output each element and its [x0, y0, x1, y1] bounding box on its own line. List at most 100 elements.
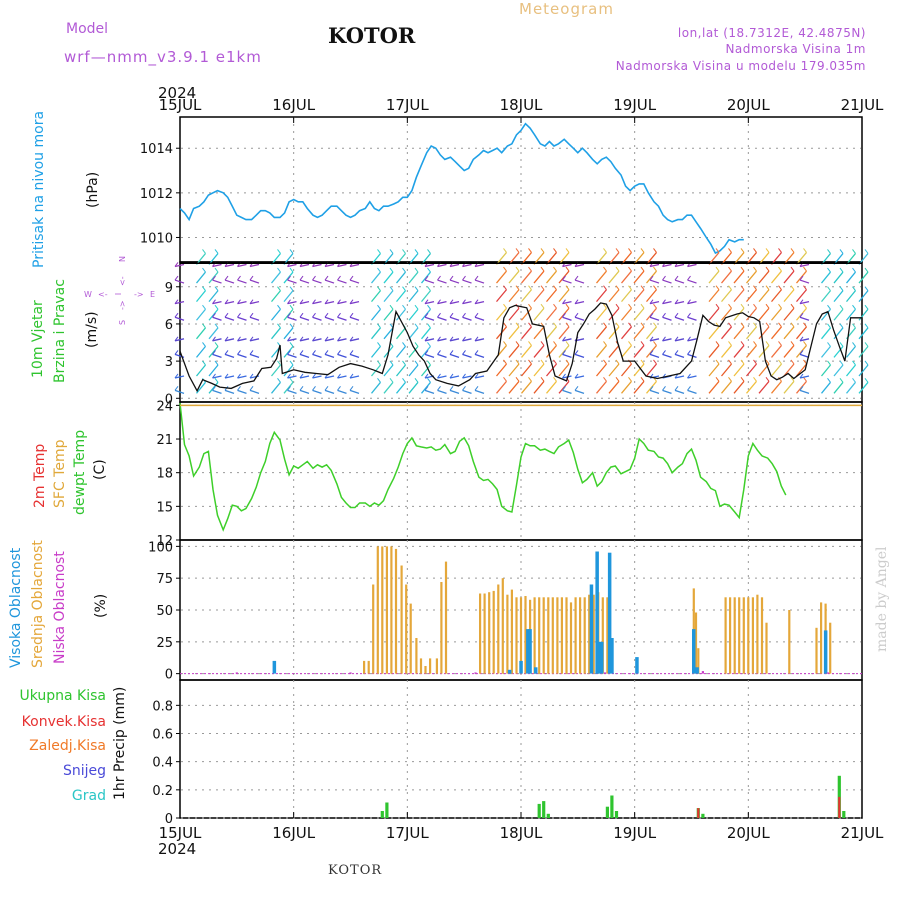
wind-barb: [646, 344, 657, 358]
cloud-mid-bar: [588, 594, 591, 674]
wind-barb: [845, 381, 857, 394]
wind-barb: [574, 353, 585, 359]
precip-legend-snow: Snijeg: [63, 763, 106, 779]
wind-barb-flag: [753, 266, 757, 272]
wind-barb: [383, 271, 394, 284]
precip-total-bar: [385, 802, 389, 818]
wind-barb: [771, 252, 782, 265]
cloud-low-bar: [474, 672, 477, 674]
wind-barb-flag: [337, 336, 341, 342]
wind-barb: [558, 289, 570, 303]
wind-barb-flag: [287, 275, 291, 281]
wind-barb-flag: [312, 275, 316, 281]
wind-barb: [424, 279, 435, 284]
wind-barb: [721, 307, 732, 321]
wind-dir-north: N: [118, 256, 127, 262]
x-tick-label-bottom: 19JUL: [613, 824, 656, 842]
wind-barb: [424, 263, 435, 268]
cloud-low-bar: [604, 672, 607, 674]
wind-barb: [224, 301, 235, 305]
wind-barb: [424, 316, 435, 321]
wind-barb-flag: [765, 359, 770, 365]
wind-barb: [349, 338, 360, 342]
wind-barb: [662, 301, 672, 305]
wind-barb: [437, 389, 447, 394]
wind-barb: [287, 316, 297, 321]
svg-text:<-: <-: [118, 276, 127, 286]
wind-barb: [533, 380, 545, 394]
wind-barb-flag: [649, 336, 654, 342]
wind-barb: [408, 308, 419, 321]
wind-barb: [708, 307, 720, 321]
wind-barb-flag: [803, 303, 807, 309]
wind-barb: [771, 380, 782, 394]
wind-barb: [212, 375, 222, 379]
wind-barb-flag: [615, 266, 620, 272]
wind-barb: [621, 270, 632, 284]
wind-barb-flag: [414, 286, 419, 291]
wind-barb: [799, 263, 810, 268]
wind-barb-flag: [424, 373, 429, 379]
wind-barb: [474, 279, 485, 284]
cloud-low-bar: [235, 672, 238, 674]
wind-barb: [558, 307, 570, 321]
wind-barb: [758, 326, 770, 340]
wind-barb-flag: [562, 350, 566, 355]
watermark: made by Angel: [874, 546, 890, 652]
wind-barb: [649, 338, 660, 342]
wind-barb: [758, 307, 770, 321]
wind-barb: [349, 279, 360, 284]
wind-barb-flag: [237, 299, 241, 304]
wind-barb-flag: [237, 350, 241, 355]
model-name: wrf—nmm_v3.9.1 e1km: [64, 48, 262, 67]
wind-barb: [674, 338, 685, 342]
wind-barb: [558, 344, 570, 358]
wind-barb-flag: [628, 266, 632, 272]
precip-ylabel: 1hr Precip (mm): [112, 687, 128, 800]
precip-total-bar: [842, 811, 846, 818]
wind-barb: [562, 316, 572, 321]
wind-barb: [299, 279, 310, 284]
wind-barb: [783, 289, 795, 303]
wind-barb: [212, 279, 222, 284]
wind-barb-flag: [615, 248, 620, 253]
wind-barb-flag: [289, 378, 294, 383]
wind-barb: [546, 307, 557, 321]
wind-barb-flag: [528, 377, 532, 382]
wind-barb: [633, 344, 645, 358]
wind-barb: [208, 327, 219, 340]
wind-barb-flag: [515, 341, 520, 346]
wind-barb-flag: [827, 378, 831, 383]
wind-barb: [370, 308, 382, 321]
wind-barb: [621, 344, 632, 358]
wind-barb-flag: [389, 360, 394, 366]
wind-barb: [533, 270, 545, 284]
wind-barb-flag: [462, 275, 466, 281]
x-tick-label-top: 15JUL: [159, 96, 202, 114]
wind-barb: [299, 316, 310, 321]
wind-barb-flag: [553, 377, 557, 382]
y-tick-label: 12: [156, 534, 173, 549]
wind-barb-flag: [437, 336, 441, 342]
wind-barb: [796, 363, 807, 377]
wind-barb: [312, 375, 322, 379]
wind-barb-flag: [778, 341, 782, 346]
wind-barb-flag: [553, 285, 557, 290]
wind-barb-flag: [377, 342, 381, 347]
wind-barb: [608, 326, 620, 340]
wind-barb-flag: [740, 377, 745, 382]
wind-barb: [324, 389, 335, 394]
wind-barb: [687, 316, 697, 321]
wind-barb: [796, 307, 807, 321]
wind-barb-flag: [687, 312, 691, 318]
wind-barb-flag: [337, 350, 341, 355]
wind-barb-flag: [753, 248, 757, 253]
wind-barb: [395, 345, 407, 358]
wind-barb: [224, 338, 235, 342]
wind-barb-flag: [449, 336, 454, 342]
x-tick-label-top: 16JUL: [272, 96, 315, 114]
wind-barb-flag: [565, 248, 570, 253]
cloud-high-bar: [589, 584, 594, 674]
wind-barb-flag: [249, 299, 254, 304]
wind-barb-flag: [615, 359, 620, 365]
